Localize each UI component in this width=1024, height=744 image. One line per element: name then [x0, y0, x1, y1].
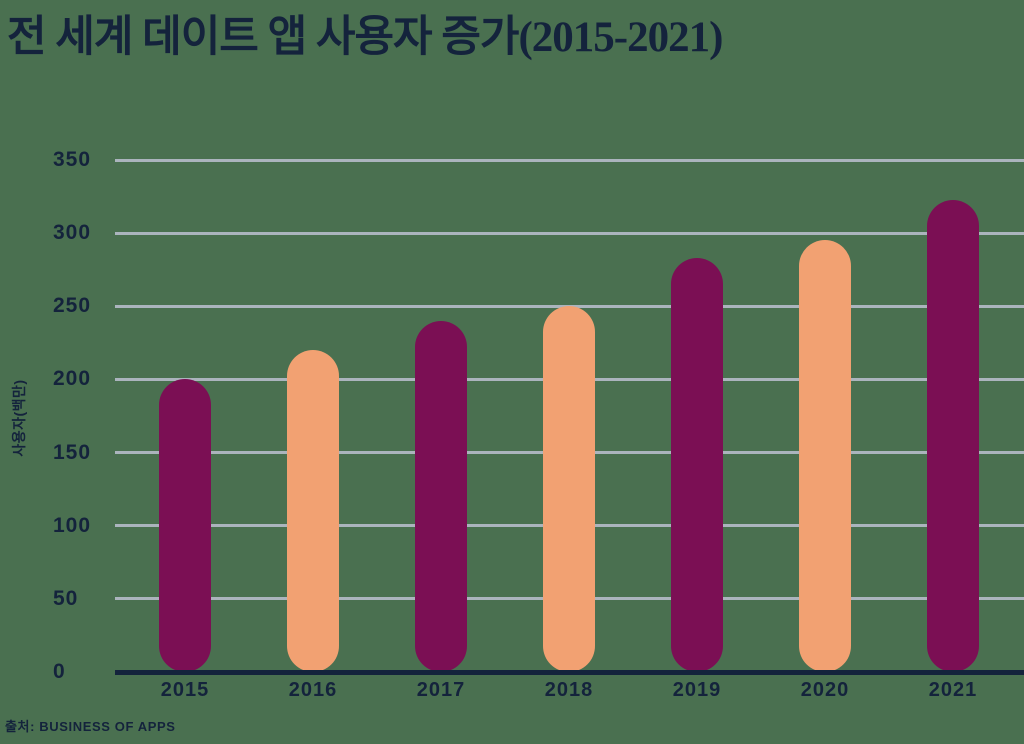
x-tick-label-2019: 2019 [672, 679, 722, 701]
y-tick-label-300: 300 [53, 221, 92, 245]
gridline-250 [115, 304, 1024, 308]
x-tick-label-2017: 2017 [416, 679, 466, 701]
bar-2019 [671, 258, 723, 672]
x-tick-label-2016: 2016 [288, 679, 338, 701]
y-tick-label-200: 200 [53, 367, 92, 391]
y-tick-label-150: 150 [53, 440, 92, 464]
y-tick-label-100: 100 [53, 513, 92, 537]
y-tick-label-350: 350 [53, 148, 92, 171]
x-tick-label-2020: 2020 [800, 679, 850, 701]
source-credit: 출처: BUSINESS OF APPS [5, 719, 176, 734]
x-tick-label-2015: 2015 [160, 679, 210, 701]
gridline-300 [115, 231, 1024, 235]
bar-2016 [287, 350, 339, 672]
bar-2018 [543, 306, 595, 672]
gridline-350 [115, 158, 1024, 162]
x-tick-label-2021: 2021 [928, 679, 978, 701]
chart-title: 전 세계 데이트 앱 사용자 증가(2015-2021) [7, 14, 723, 61]
bar-2021 [927, 199, 979, 672]
x-axis-line [115, 670, 1024, 675]
y-tick-label-250: 250 [53, 294, 92, 318]
y-tick-label-0: 0 [53, 660, 66, 683]
bar-2015 [159, 379, 211, 672]
x-tick-label-2018: 2018 [544, 679, 594, 701]
bar-2017 [415, 320, 467, 672]
bar-2020 [799, 240, 851, 672]
y-tick-label-50: 50 [53, 586, 79, 610]
